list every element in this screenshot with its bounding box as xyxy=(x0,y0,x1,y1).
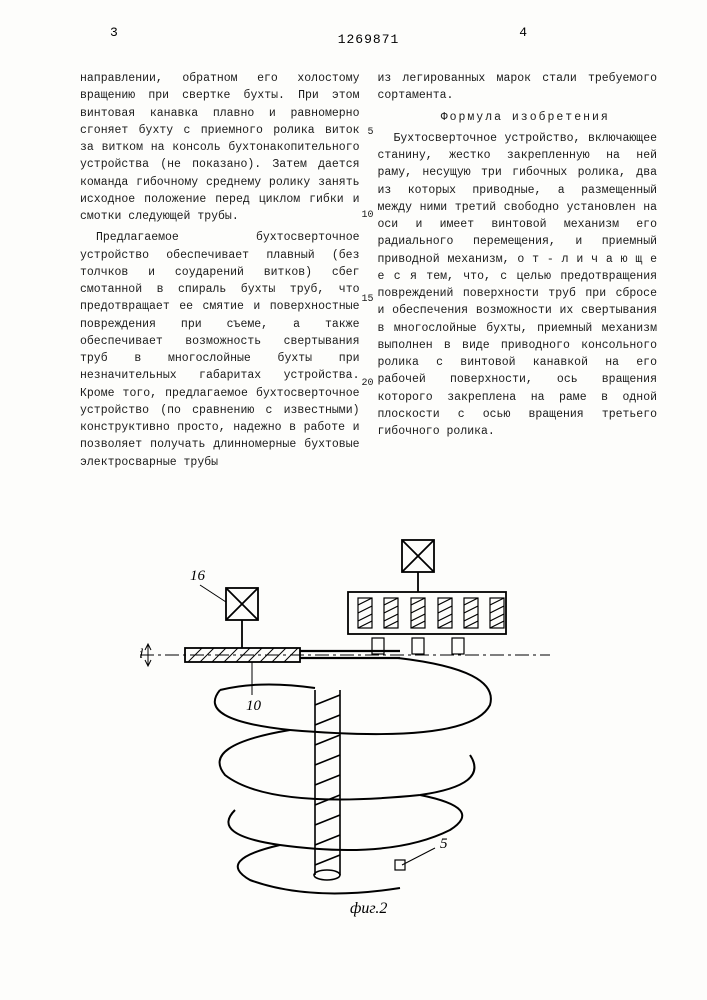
paragraph: направлении, обратном его холостому вращ… xyxy=(80,70,360,225)
line-number: 20 xyxy=(361,376,373,391)
coil-spiral xyxy=(215,658,491,893)
paragraph: Предлагаемое бухтосверточное устройство … xyxy=(80,229,360,471)
figure-label: фиг.2 xyxy=(350,900,387,918)
paragraph: Бухтосверточное устройство, включающее с… xyxy=(378,130,658,441)
ref-label: 10 xyxy=(246,698,262,714)
page-number-left: 3 xyxy=(110,25,118,40)
line-number: 5 xyxy=(367,125,373,140)
ref-label: 16 xyxy=(190,568,206,584)
patent-page: 3 4 1269871 направлении, обратном его хо… xyxy=(0,0,707,1000)
motor-icon xyxy=(402,540,434,592)
motor-icon xyxy=(226,588,258,648)
left-column: направлении, обратном его холостому вращ… xyxy=(80,70,360,475)
figure-area: 16 10 5 d фиг.2 xyxy=(0,500,707,950)
roller-set xyxy=(358,598,504,628)
formula-title: Формула изобретения xyxy=(378,109,658,126)
text-columns: направлении, обратном его холостому вращ… xyxy=(80,70,657,475)
grooved-shaft xyxy=(314,690,340,880)
line-number: 15 xyxy=(361,292,373,307)
header: 1269871 xyxy=(80,30,657,48)
patent-number: 1269871 xyxy=(338,32,400,47)
page-number-right: 4 xyxy=(519,25,527,40)
line-number: 10 xyxy=(361,208,373,223)
right-column: из легированных марок стали требуемого с… xyxy=(378,70,658,475)
ref-label: 5 xyxy=(440,836,448,852)
paragraph: из легированных марок стали требуемого с… xyxy=(378,70,658,105)
technical-drawing: 16 10 5 d xyxy=(140,530,560,910)
